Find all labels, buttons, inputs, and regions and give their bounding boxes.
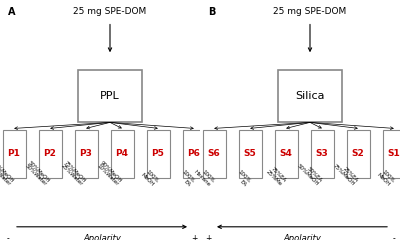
Text: 100%
EA: 100% EA (232, 169, 251, 187)
Text: S5: S5 (244, 149, 256, 158)
Text: 25 mg SPE-DOM: 25 mg SPE-DOM (73, 7, 147, 16)
Bar (38, 130, 62, 178)
Text: 50%MeOH
50%Water: 50%MeOH 50%Water (24, 160, 51, 187)
Text: A: A (8, 7, 16, 17)
Bar (346, 130, 370, 178)
Bar (274, 130, 298, 178)
Text: 50%EA
50%MeOH: 50%EA 50%MeOH (296, 160, 323, 187)
Text: Apolarity: Apolarity (83, 234, 121, 240)
Bar (202, 130, 226, 178)
Text: P5: P5 (152, 149, 164, 158)
Text: S3: S3 (316, 149, 328, 158)
Text: S4: S4 (280, 149, 292, 158)
Text: +: + (205, 234, 211, 240)
Text: Silica: Silica (295, 91, 325, 101)
Text: P2: P2 (44, 149, 56, 158)
Text: P4: P4 (116, 149, 128, 158)
Bar (78, 70, 142, 122)
Text: -: - (7, 234, 9, 240)
Text: P1: P1 (8, 149, 20, 158)
Bar (2, 130, 26, 178)
Text: 100%
EA: 100% EA (176, 169, 195, 187)
Bar (278, 70, 342, 122)
Text: 100%
MeOH: 100% MeOH (140, 168, 159, 187)
Text: B: B (208, 7, 215, 17)
Text: 100%
Hexane: 100% Hexane (193, 165, 215, 187)
Text: 90%MeOH
10%Water: 90%MeOH 10%Water (96, 160, 123, 187)
Text: S1: S1 (388, 149, 400, 158)
Text: 25%MeOH
75%Water: 25%MeOH 75%Water (0, 160, 15, 187)
Bar (146, 130, 170, 178)
Text: S2: S2 (352, 149, 364, 158)
Text: 100%
MeOH: 100% MeOH (376, 168, 395, 187)
Bar (182, 130, 206, 178)
Text: -: - (393, 234, 395, 240)
Bar (238, 130, 262, 178)
Bar (74, 130, 98, 178)
Text: 25 mg SPE-DOM: 25 mg SPE-DOM (273, 7, 347, 16)
Text: Apolarity: Apolarity (283, 234, 321, 240)
Text: S6: S6 (208, 149, 220, 158)
Text: +: + (191, 234, 197, 240)
Bar (382, 130, 400, 178)
Text: 25%EA
75%MeOH: 25%EA 75%MeOH (332, 160, 359, 187)
Bar (310, 130, 334, 178)
Bar (110, 130, 134, 178)
Text: P3: P3 (80, 149, 92, 158)
Text: P6: P6 (188, 149, 200, 158)
Text: 75%MeOH
25%Water: 75%MeOH 25%Water (60, 160, 87, 187)
Text: PPL: PPL (100, 91, 120, 101)
Text: 75%EA
25%Me: 75%EA 25%Me (266, 166, 287, 187)
